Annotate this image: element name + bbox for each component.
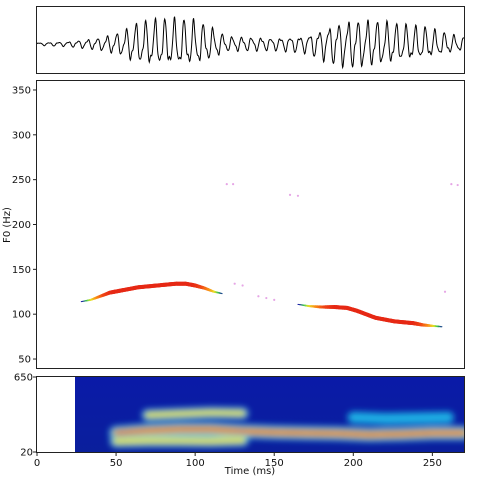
time-x-tick-label: 250 bbox=[423, 458, 442, 469]
pitch-y-tick-label: 250 bbox=[12, 175, 31, 186]
pitch-faint-point bbox=[233, 282, 236, 285]
pitch-faint-point bbox=[450, 183, 453, 186]
pitch-y-tick-label: 350 bbox=[12, 85, 31, 96]
pitch-y-tick-label: 150 bbox=[12, 265, 31, 276]
spectrogram-y-axis: 20 650 bbox=[14, 373, 37, 459]
spectrogram-blank bbox=[37, 377, 75, 452]
time-x-tick-label: 100 bbox=[186, 458, 205, 469]
time-x-tick-label: 50 bbox=[110, 458, 123, 469]
pitch-faint-point bbox=[232, 183, 235, 186]
pitch-y-tick-label: 50 bbox=[18, 355, 31, 366]
pitch-faint-points bbox=[225, 183, 459, 301]
pitch-faint-point bbox=[273, 298, 276, 301]
pitch-panel: 50 100 150 200 250 300 350 F0 (Hz) bbox=[2, 80, 465, 369]
spectrogram-formant-band bbox=[347, 411, 454, 425]
pitch-frame bbox=[36, 80, 465, 369]
pitch-faint-point bbox=[443, 290, 447, 293]
pitch-faint-point bbox=[296, 194, 300, 197]
pitch-faint-point bbox=[456, 183, 459, 187]
time-x-tick-label: 150 bbox=[265, 458, 284, 469]
time-x-axis: 0 50 100 150 200 250 bbox=[34, 452, 442, 469]
spectrogram-formant-band bbox=[112, 436, 247, 445]
pitch-y-tick-label: 300 bbox=[12, 130, 31, 141]
spectrogram-formant-band bbox=[114, 427, 464, 437]
pitch-contours bbox=[80, 281, 443, 328]
spectrogram-y-tick-label: 20 bbox=[20, 448, 33, 459]
spectrogram-energy bbox=[109, 406, 464, 448]
pitch-faint-point bbox=[225, 183, 228, 186]
pitch-faint-point bbox=[288, 193, 292, 197]
pitch-faint-point bbox=[257, 295, 260, 298]
time-x-tick-label: 0 bbox=[34, 458, 40, 469]
time-x-axis-title: Time (ms) bbox=[224, 466, 276, 477]
pitch-faint-point bbox=[241, 284, 244, 287]
spectrogram-formant-band bbox=[144, 409, 246, 419]
pitch-y-axis-title: F0 (Hz) bbox=[2, 207, 13, 243]
spectrogram-panel: 20 650 0 50 100 150 200 250 Time (ms) bbox=[14, 373, 465, 477]
waveform-line bbox=[37, 16, 464, 70]
pitch-y-axis: 50 100 150 200 250 300 350 bbox=[12, 85, 37, 366]
pitch-y-tick-label: 200 bbox=[12, 220, 31, 231]
pitch-y-tick-label: 100 bbox=[12, 310, 31, 321]
time-x-tick-label: 200 bbox=[344, 458, 363, 469]
spectrogram-frame bbox=[36, 376, 465, 453]
waveform-frame bbox=[36, 6, 465, 74]
pitch-faint-point bbox=[265, 296, 268, 300]
waveform-panel bbox=[36, 6, 465, 74]
spectrogram-y-tick-label: 650 bbox=[14, 373, 33, 384]
